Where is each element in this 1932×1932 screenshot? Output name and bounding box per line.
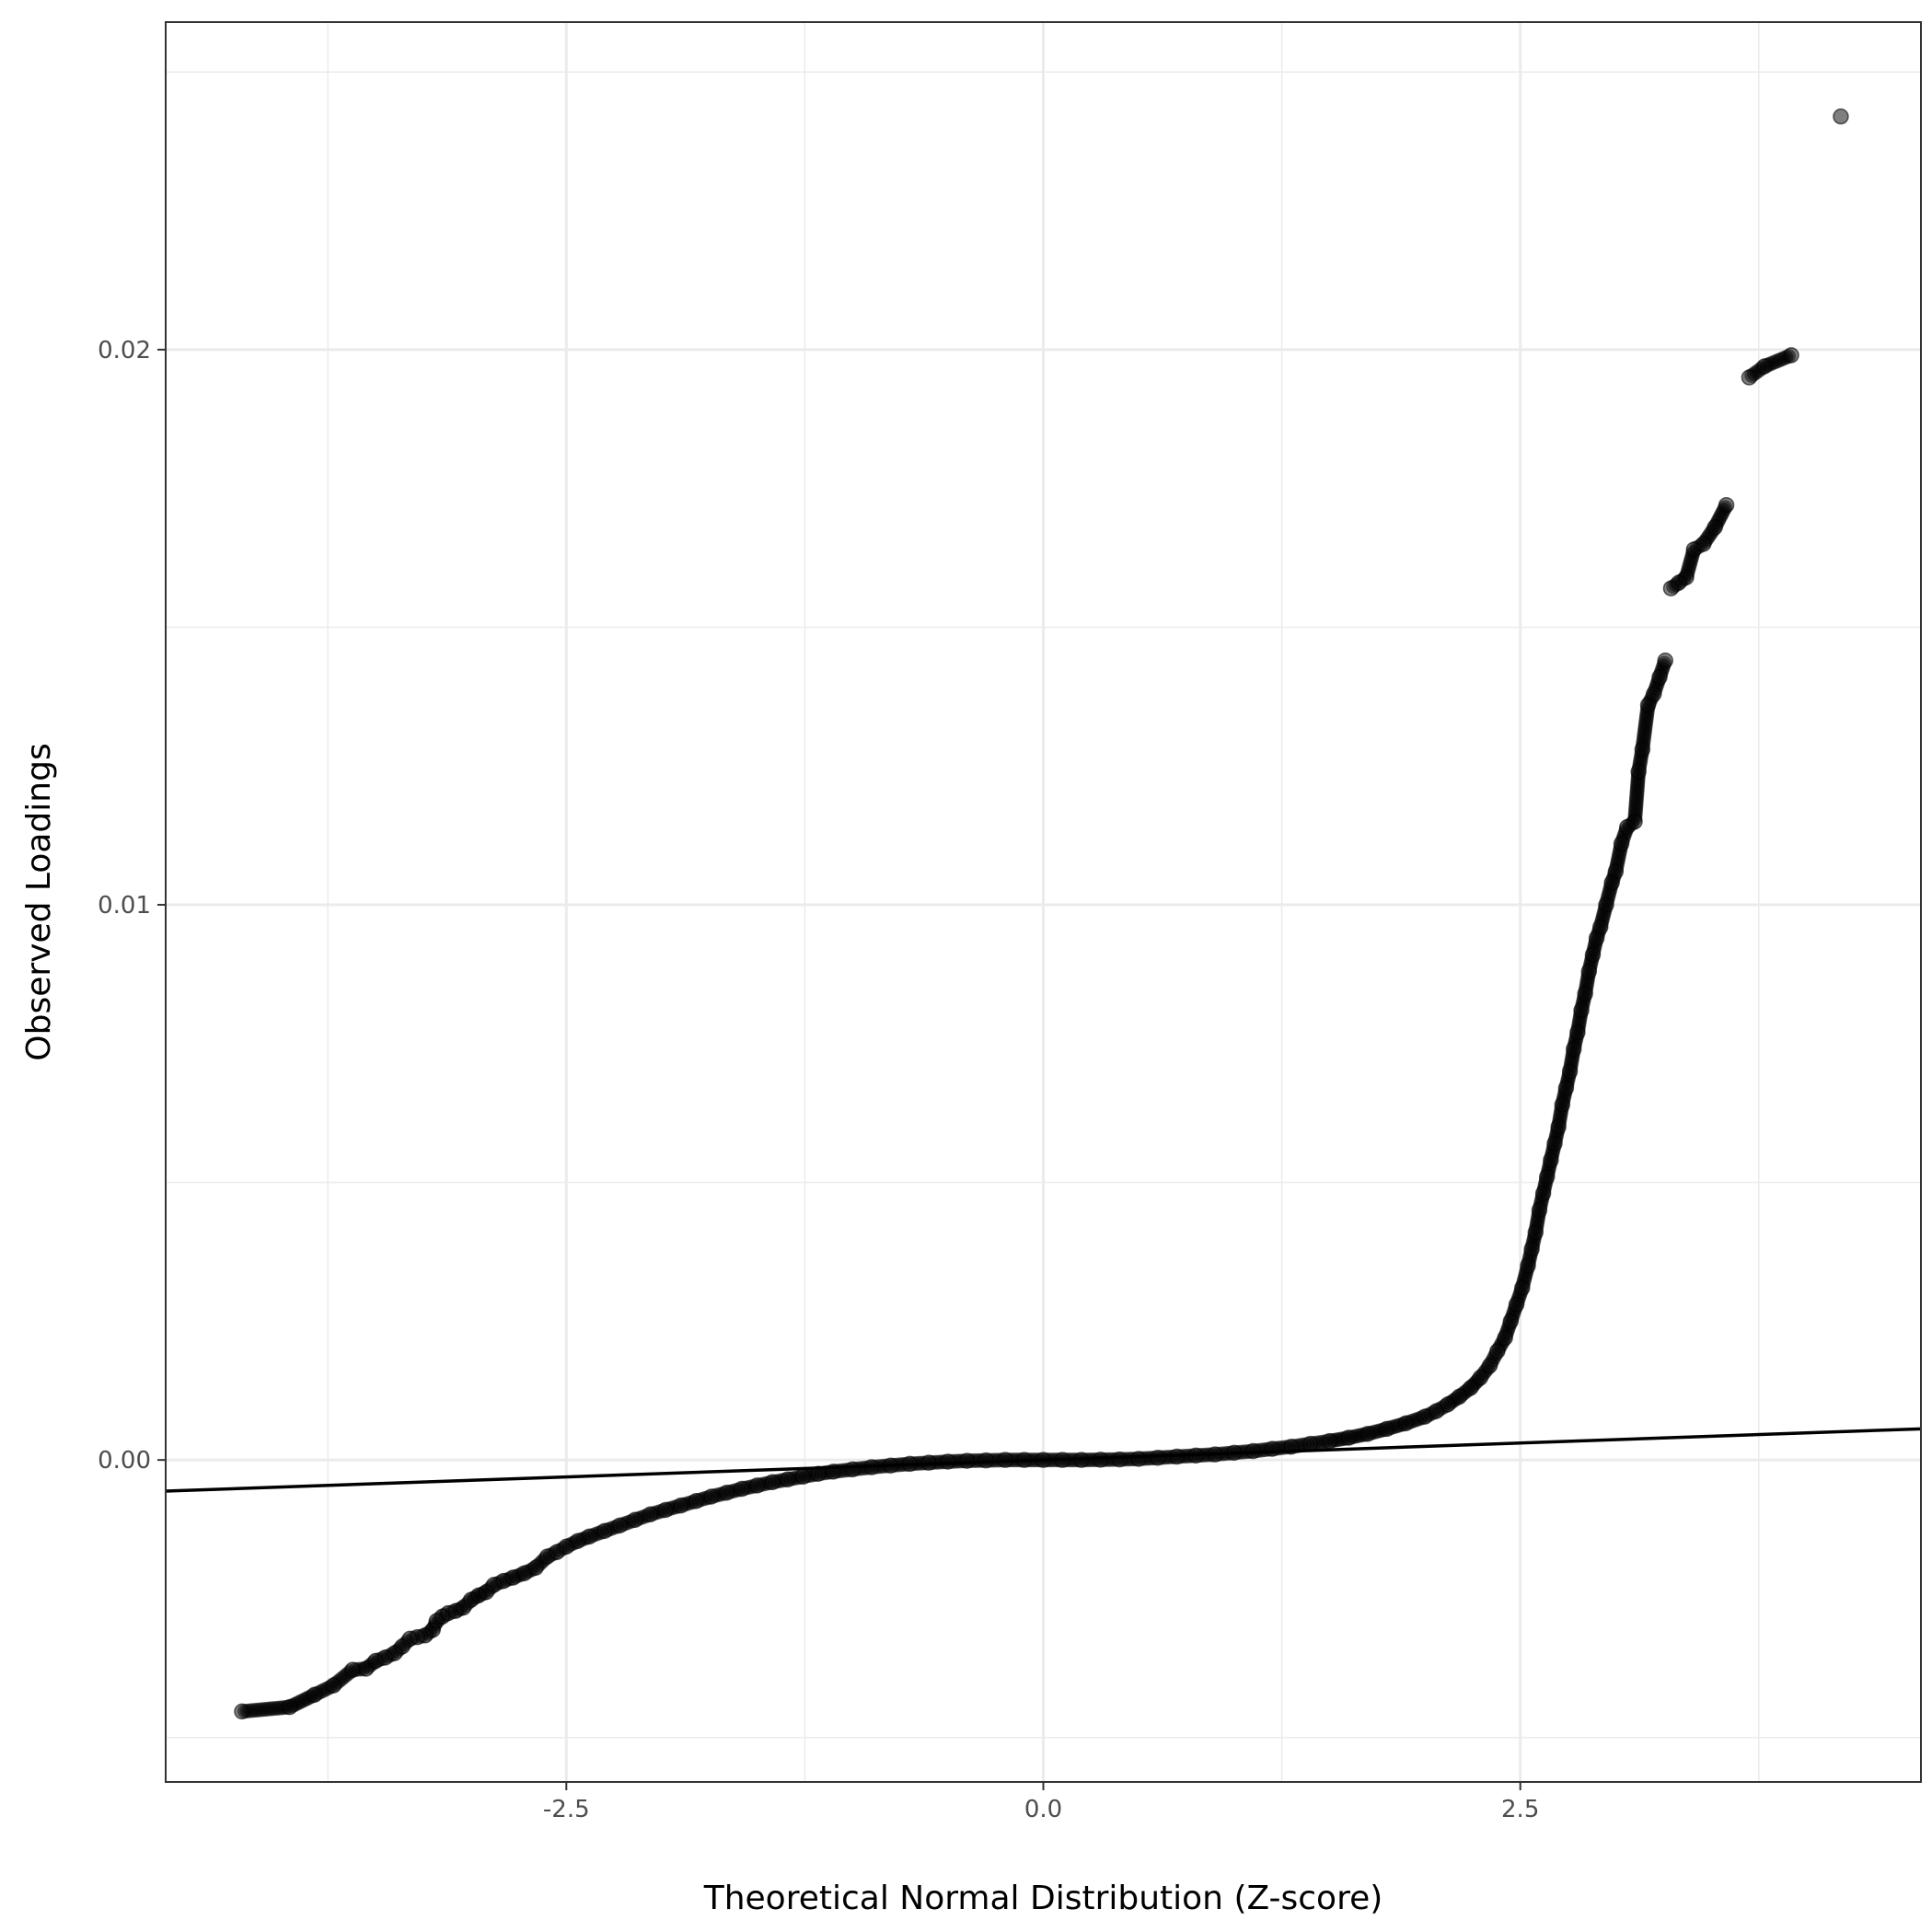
x-tick-label: 2.5 [1501,1796,1539,1823]
major-gridlines [166,22,1921,1782]
x-axis: -2.5 0.0 2.5 [543,1782,1539,1823]
y-axis: 0.00 0.01 0.02 [98,337,166,1475]
x-tick-label: 0.0 [1024,1796,1062,1823]
data-point-680 [1657,652,1673,669]
y-tick-label: 0.00 [98,1447,151,1475]
data-points [234,108,1849,1720]
x-tick-label: -2.5 [543,1796,590,1823]
data-point-734 [1833,108,1849,125]
x-axis-title: Theoretical Normal Distribution (Z-score… [703,1880,1383,1917]
data-point-716 [1718,496,1735,514]
reference-line [165,1427,1922,1493]
data-point-733 [1783,347,1799,364]
y-tick-label: 0.01 [98,892,151,920]
y-axis-title: Observed Loadings [20,743,58,1060]
y-tick-label: 0.02 [98,337,151,364]
